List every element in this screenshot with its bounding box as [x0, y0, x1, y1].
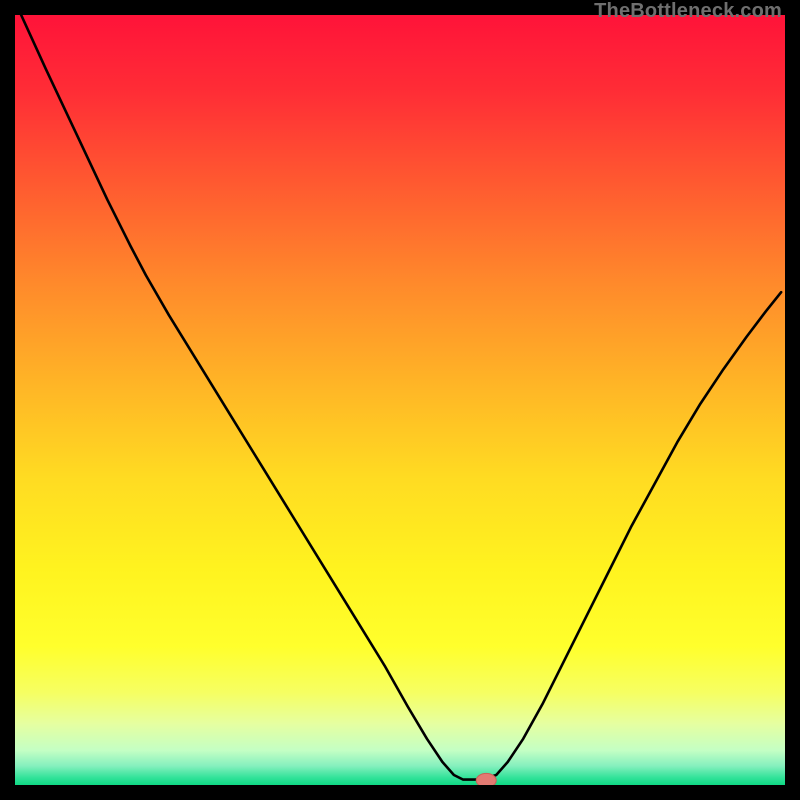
plot-area [15, 15, 785, 785]
gradient-background [15, 15, 785, 785]
optimal-point-marker [476, 773, 496, 785]
chart-frame: TheBottleneck.com [0, 0, 800, 800]
watermark-text: TheBottleneck.com [594, 0, 782, 23]
bottleneck-curve-chart [15, 15, 785, 785]
